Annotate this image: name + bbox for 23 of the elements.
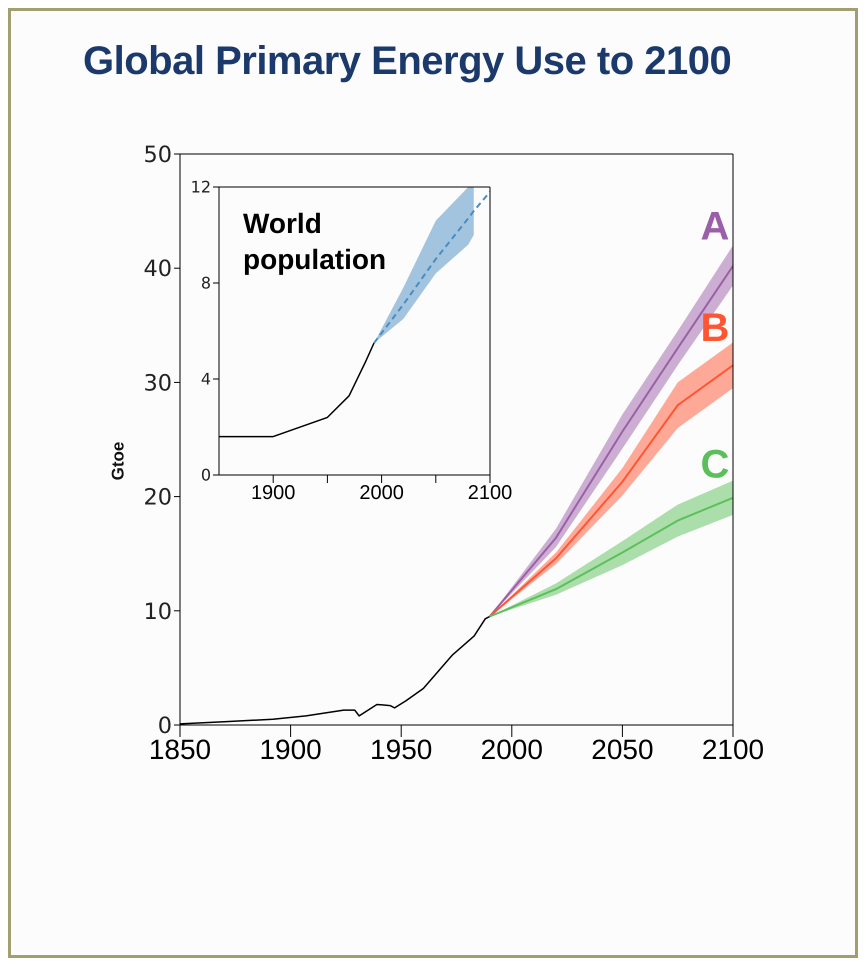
x-tick-label: 1900 <box>250 482 296 504</box>
text: World population <box>243 207 388 277</box>
y-tick-label: 50 <box>144 142 172 168</box>
series-label: C <box>700 442 730 486</box>
y-tick-label: 8 <box>200 274 211 293</box>
x-tick-label: 2000 <box>359 482 404 504</box>
series-label: A <box>700 204 730 248</box>
y-axis-title: Gtoe <box>108 442 128 480</box>
x-tick-label: 2050 <box>591 734 654 765</box>
series-label: B <box>700 306 730 350</box>
y-tick-label: 10 <box>144 598 172 625</box>
y-tick-label: 20 <box>144 484 172 511</box>
x-tick-label: 2000 <box>480 734 543 765</box>
y-tick-label: 40 <box>144 256 172 282</box>
y-tick-label: 12 <box>190 178 211 197</box>
x-tick-label: 1900 <box>259 734 322 765</box>
x-tick-label: 2100 <box>702 734 764 765</box>
x-tick-label: 1950 <box>370 734 432 765</box>
x-tick-label: 2100 <box>468 482 512 504</box>
y-tick-label: 0 <box>200 466 211 485</box>
y-tick-label: 30 <box>144 370 172 396</box>
y-tick-label: 4 <box>200 370 211 389</box>
chart-title: Global Primary Energy Use to 2100 <box>83 39 732 84</box>
